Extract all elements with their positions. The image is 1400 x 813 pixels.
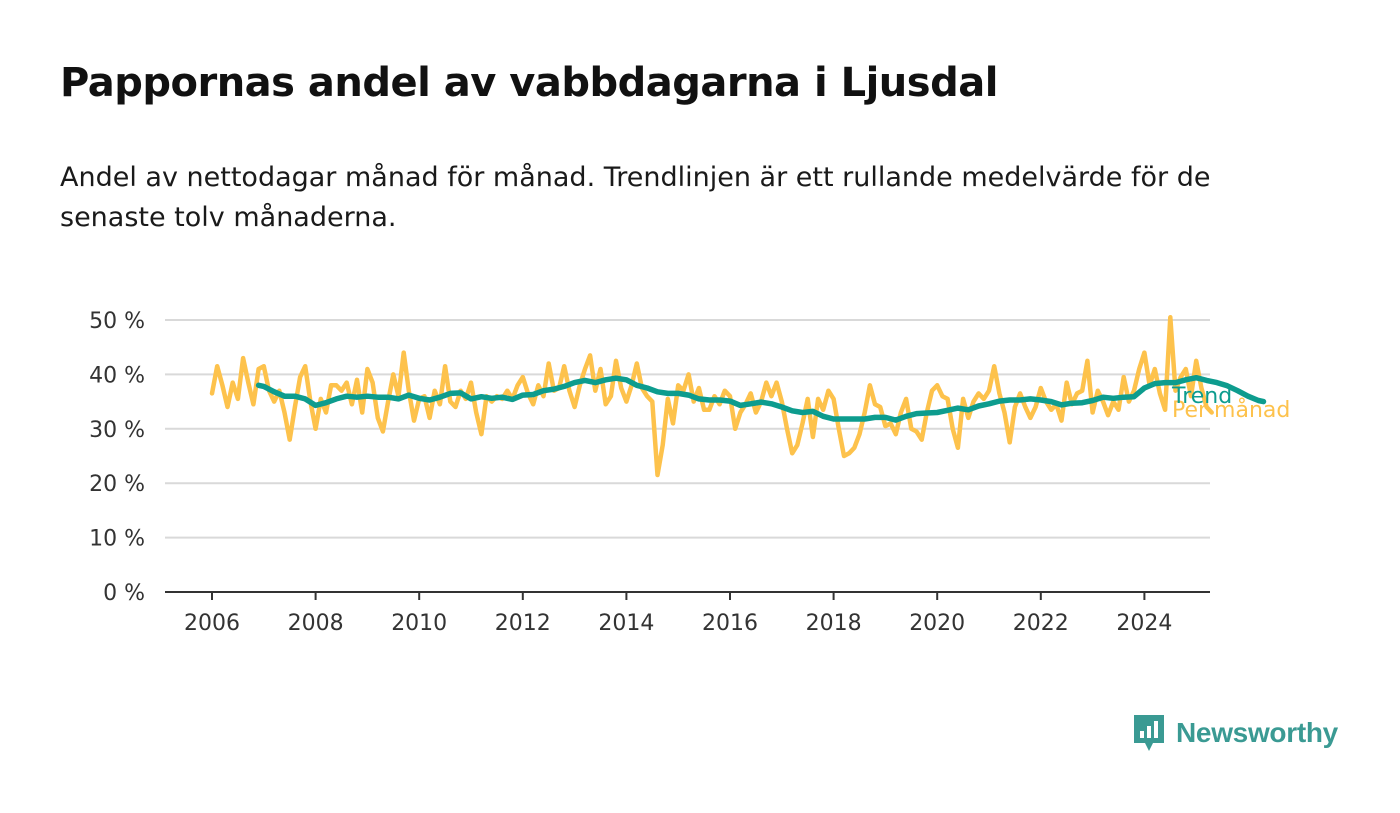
newsworthy-logo: Newsworthy bbox=[1132, 713, 1338, 753]
y-tick-label: 40 % bbox=[89, 363, 145, 388]
series-lines bbox=[209, 315, 1267, 478]
x-tick-label: 2008 bbox=[288, 611, 344, 636]
x-tick-label: 2012 bbox=[495, 611, 551, 636]
x-tick-label: 2014 bbox=[598, 611, 654, 636]
line-chart: 0 % 10 % 20 % 30 % 40 % 50 % 2006 2008 2010 2012… bbox=[89, 309, 1290, 636]
x-tick-label: 2006 bbox=[184, 611, 240, 636]
x-tick-label: 2010 bbox=[391, 611, 447, 636]
y-tick-label: 0 % bbox=[103, 581, 145, 606]
gridlines bbox=[165, 319, 1210, 539]
series-label-trend: Trend bbox=[1171, 384, 1232, 409]
y-tick-label: 10 % bbox=[89, 527, 145, 552]
x-tick-label: 2018 bbox=[806, 611, 862, 636]
y-axis-ticks: 0 % 10 % 20 % 30 % 40 % 50 % bbox=[89, 309, 145, 606]
series-line-trend bbox=[255, 374, 1267, 423]
newsworthy-logo-icon bbox=[1134, 715, 1164, 751]
brand-name: Newsworthy bbox=[1176, 717, 1338, 748]
x-tick-label: 2024 bbox=[1116, 611, 1172, 636]
y-tick-label: 20 % bbox=[89, 472, 145, 497]
chart-subtitle: Andel av nettodagar månad för månad. Tre… bbox=[60, 162, 1211, 233]
x-axis-ticks: 2006 2008 2010 2012 2014 2016 2018 2020 2022 2024 bbox=[184, 592, 1172, 636]
chart-title: Pappornas andel av vabbdagarna i Ljusdal bbox=[60, 60, 998, 106]
y-tick-label: 50 % bbox=[89, 309, 145, 334]
series-label-per-manad: Per månad bbox=[1172, 397, 1290, 423]
x-tick-label: 2020 bbox=[909, 611, 965, 636]
x-tick-label: 2016 bbox=[702, 611, 758, 636]
y-tick-label: 30 % bbox=[89, 418, 145, 443]
x-tick-label: 2022 bbox=[1013, 611, 1069, 636]
